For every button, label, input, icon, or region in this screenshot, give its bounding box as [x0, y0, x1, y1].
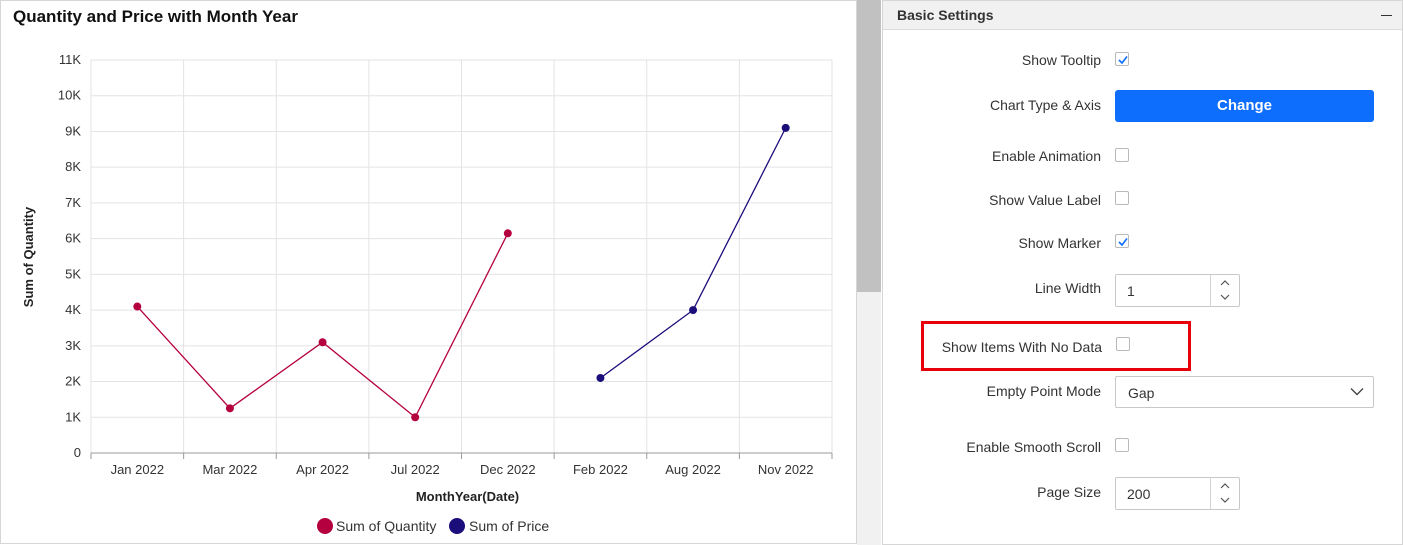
x-tick-label: Feb 2022 — [573, 462, 628, 477]
data-point — [133, 302, 142, 311]
show-items-no-data-label: Show Items With No Data — [941, 339, 1102, 355]
show-marker-label: Show Marker — [1018, 235, 1101, 251]
x-tick-label: Nov 2022 — [758, 462, 814, 477]
chevron-up-icon[interactable] — [1219, 279, 1231, 287]
show-value-label-label: Show Value Label — [989, 192, 1101, 208]
chart-panel: 0 1K 2K 3K 4K 5K 6K 7K 8K 9K 10K 11K Jan 2022 Mar 202… — [0, 0, 857, 544]
y-tick-label: 2K — [65, 374, 81, 389]
empty-point-mode-label: Empty Point Mode — [986, 383, 1101, 399]
data-point — [689, 306, 698, 315]
enable-animation-label: Enable Animation — [992, 148, 1101, 164]
change-button[interactable]: Change — [1115, 90, 1374, 122]
y-axis-title: Sum of Quantity — [21, 206, 36, 307]
line-width-input[interactable]: 1 — [1115, 274, 1240, 307]
y-tick-label: 3K — [65, 338, 81, 353]
legend-label: Sum of Quantity — [336, 518, 436, 534]
enable-animation-checkbox[interactable] — [1115, 148, 1129, 162]
chart-title: Quantity and Price with Month Year — [13, 7, 298, 26]
x-tick-label: Dec 2022 — [480, 462, 536, 477]
y-tick-label: 8K — [65, 159, 81, 174]
y-tick-label: 6K — [65, 231, 81, 246]
check-icon — [1118, 56, 1128, 65]
y-tick-label: 1K — [65, 409, 81, 424]
x-tick-label: Aug 2022 — [665, 462, 721, 477]
vertical-scrollbar[interactable] — [857, 0, 881, 545]
data-point — [596, 373, 605, 382]
data-point — [781, 123, 790, 132]
settings-title: Basic Settings — [897, 7, 994, 23]
show-tooltip-checkbox[interactable] — [1115, 52, 1129, 66]
empty-point-mode-value: Gap — [1128, 385, 1155, 401]
page-size-spinner — [1210, 478, 1239, 509]
highlight-box — [921, 321, 1191, 371]
show-marker-checkbox[interactable] — [1115, 234, 1129, 248]
line-width-spinner — [1210, 275, 1239, 306]
chart-type-axis-label: Chart Type & Axis — [989, 97, 1101, 113]
y-tick-label: 10K — [58, 88, 81, 103]
empty-point-mode-dropdown[interactable]: Gap — [1115, 376, 1374, 408]
chevron-down-icon[interactable] — [1219, 293, 1231, 301]
y-tick-label: 0 — [74, 445, 81, 460]
data-point — [318, 338, 327, 347]
page-size-label: Page Size — [1037, 484, 1101, 500]
settings-panel: Basic Settings Show Tooltip Chart Type &… — [882, 0, 1403, 545]
y-tick-label: 4K — [65, 302, 81, 317]
check-icon — [1118, 238, 1128, 247]
data-point — [411, 413, 420, 422]
minus-icon[interactable] — [1381, 15, 1392, 16]
chevron-up-icon[interactable] — [1219, 482, 1231, 490]
chart-svg: 0 1K 2K 3K 4K 5K 6K 7K 8K 9K 10K 11K Jan 2022 Mar 202… — [21, 52, 833, 534]
show-value-label-checkbox[interactable] — [1115, 191, 1129, 205]
x-tick-label: Mar 2022 — [202, 462, 257, 477]
series-line — [600, 127, 787, 379]
x-axis-title: MonthYear(Date) — [416, 489, 519, 504]
show-items-no-data-checkbox[interactable] — [1116, 337, 1130, 351]
data-point — [225, 404, 234, 413]
settings-header[interactable]: Basic Settings — [883, 1, 1402, 30]
chevron-down-icon[interactable] — [1219, 496, 1231, 504]
series-line — [136, 232, 509, 419]
legend-marker — [449, 518, 465, 534]
scrollbar-thumb[interactable] — [857, 0, 881, 292]
data-point — [503, 229, 512, 238]
x-tick-label: Apr 2022 — [296, 462, 349, 477]
page-size-value: 200 — [1127, 486, 1151, 502]
x-tick-label: Jul 2022 — [391, 462, 440, 477]
y-tick-label: 5K — [65, 266, 81, 281]
y-tick-label: 7K — [65, 195, 81, 210]
y-tick-label: 9K — [65, 123, 81, 138]
legend-marker — [317, 518, 333, 534]
chevron-down-icon — [1350, 388, 1364, 396]
legend-label: Sum of Price — [469, 518, 549, 534]
show-tooltip-label: Show Tooltip — [1021, 52, 1101, 68]
line-width-label: Line Width — [1034, 280, 1101, 296]
enable-smooth-scroll-label: Enable Smooth Scroll — [966, 439, 1101, 455]
line-width-value: 1 — [1127, 283, 1135, 299]
page-size-input[interactable]: 200 — [1115, 477, 1240, 510]
y-tick-label: 11K — [59, 52, 81, 67]
x-tick-label: Jan 2022 — [111, 462, 165, 477]
enable-smooth-scroll-checkbox[interactable] — [1115, 438, 1129, 452]
